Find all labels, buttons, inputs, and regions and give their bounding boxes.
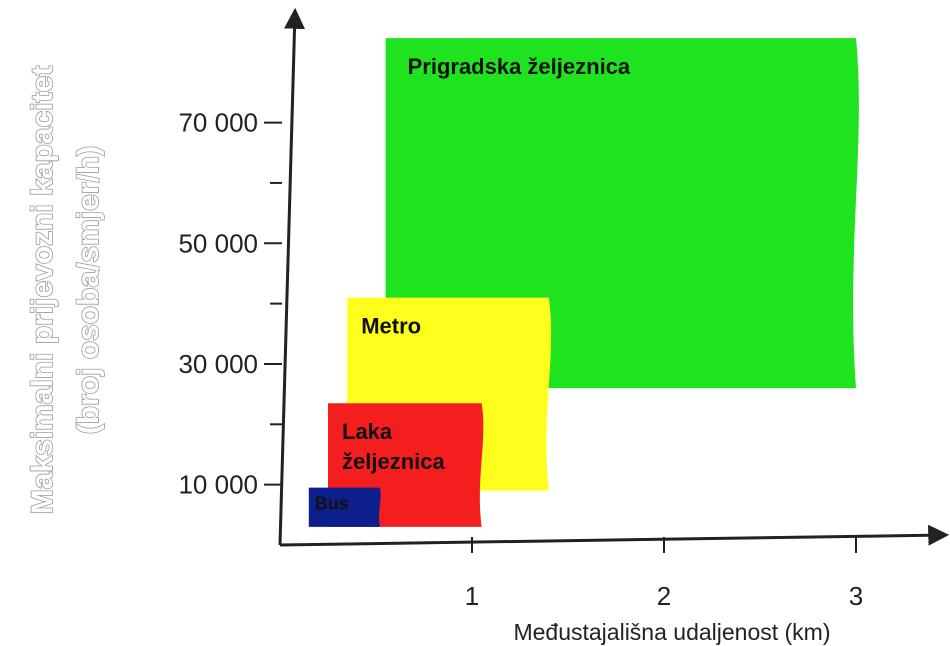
y-axis-title-line2: (broj osoba/smjer/h) xyxy=(72,146,105,434)
axes-layer: 1 2 3 10 000 30 000 50 000 70 000 xyxy=(178,7,950,611)
x-tick-label: 2 xyxy=(657,581,671,611)
x-axis-title: Međustajališna udaljenost (km) xyxy=(513,619,830,645)
labels-layer: Prigradska željeznica Metro Laka željeznica… xyxy=(315,54,631,514)
y-tick-label: 10 000 xyxy=(178,470,258,500)
y-tick-label: 50 000 xyxy=(178,228,258,258)
y-tick-label: 70 000 xyxy=(178,108,258,138)
x-axis-line xyxy=(279,524,950,547)
y-tick-label: 30 000 xyxy=(178,349,258,379)
y-axis-title-line1: Maksimalni prijevozni kapacitet xyxy=(26,66,59,515)
region-label-bus: Bus xyxy=(315,494,349,514)
region-bus xyxy=(308,487,381,527)
x-tick-label: 1 xyxy=(465,581,479,611)
region-label-laka-eljeznica: Laka xyxy=(342,419,393,444)
y-axis-line xyxy=(278,7,306,546)
region-label-prigradska-eljeznica: Prigradska željeznica xyxy=(408,54,631,79)
regions-layer xyxy=(308,38,859,527)
x-tick-label: 3 xyxy=(849,581,863,611)
region-label-laka-eljeznica: željeznica xyxy=(342,449,445,474)
region-label-metro: Metro xyxy=(361,314,421,339)
